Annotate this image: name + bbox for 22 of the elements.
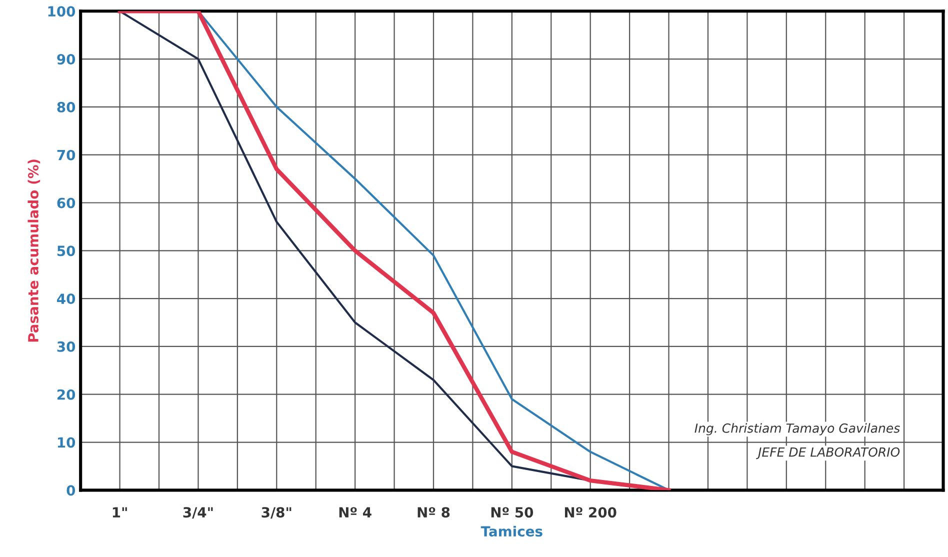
y-tick-label: 50 (57, 246, 76, 256)
x-tick-label: Nº 200 (564, 507, 616, 518)
y-tick-label: 20 (57, 389, 76, 400)
x-tick-label: 1" (112, 507, 127, 518)
y-tick-label: 100 (48, 6, 76, 17)
y-tick-label: 10 (58, 437, 76, 448)
y-tick-label: 90 (57, 54, 76, 65)
y-tick-label: 70 (57, 150, 76, 160)
x-axis-title: Tamices (480, 526, 542, 537)
y-tick-label: 30 (57, 341, 76, 352)
annotation: Ing. Christiam Tamayo Gavilanes (694, 423, 900, 436)
y-axis-title: Pasante acumulado (%) (28, 160, 40, 342)
y-tick-label: 40 (57, 294, 76, 304)
y-tick-label: 80 (57, 102, 76, 112)
x-tick-label: 3/8" (262, 507, 292, 519)
x-tick-label: Nº 4 (339, 507, 372, 518)
x-tick-label: Nº 8 (418, 507, 450, 518)
y-tick-label: 0 (66, 485, 76, 496)
x-tick-label: 3/4" (183, 507, 213, 519)
x-tick-label: Nº 50 (491, 507, 534, 518)
annotation: JEFE DE LABORATORIO (756, 447, 900, 460)
y-tick-label: 60 (57, 198, 76, 208)
